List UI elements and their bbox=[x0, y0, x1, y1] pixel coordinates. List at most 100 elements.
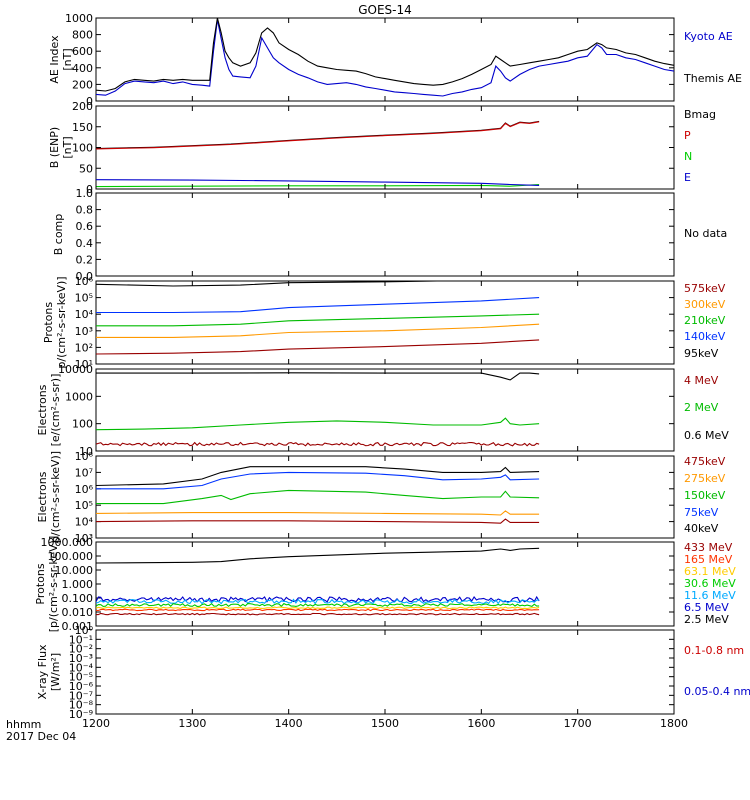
series-line-210kev bbox=[96, 313, 540, 327]
legend-entry: P bbox=[684, 129, 691, 142]
legend-entry: 140keV bbox=[684, 330, 726, 343]
y-tick-label: 10⁻¹ bbox=[69, 633, 93, 646]
y-axis-label: [nT] bbox=[61, 136, 74, 158]
y-tick-label: 150 bbox=[72, 121, 93, 134]
y-tick-label: 10⁵ bbox=[75, 499, 93, 512]
legend-entry: 75keV bbox=[684, 506, 719, 519]
series-line-433-mev bbox=[96, 612, 540, 616]
y-tick-label: 200 bbox=[72, 78, 93, 91]
legend-entry: No data bbox=[684, 227, 727, 240]
y-tick-label: 0.010 bbox=[62, 606, 94, 619]
y-tick-label: 10⁶ bbox=[75, 275, 94, 288]
y-tick-label: 10⁻⁵ bbox=[69, 671, 93, 684]
y-tick-label: 800 bbox=[72, 29, 93, 42]
plot-title: GOES-14 bbox=[358, 3, 412, 17]
series-line-275kev bbox=[96, 510, 540, 516]
y-tick-label: 10⁷ bbox=[75, 466, 93, 479]
y-axis-label: Electrons bbox=[36, 384, 49, 435]
time-unit-label: hhmm bbox=[6, 718, 41, 731]
y-tick-label: 10³ bbox=[75, 532, 93, 545]
y-tick-label: 100 bbox=[72, 418, 93, 431]
time-axis: 1200 1300 1400 1500 1600 1700 1800 bbox=[82, 717, 688, 730]
y-tick-label: 0.8 bbox=[76, 204, 94, 217]
y-tick-label: 50 bbox=[79, 162, 93, 175]
y-axis-label: Protons bbox=[42, 302, 55, 343]
y-tick-label: 400 bbox=[72, 62, 93, 75]
y-tick-label: 1.000 bbox=[62, 578, 94, 591]
legend-entry: 11.6 MeV bbox=[684, 589, 736, 602]
legend-entry: Kyoto AE bbox=[684, 30, 733, 43]
y-tick-label: 0.6 bbox=[76, 220, 94, 233]
series-line-40kev bbox=[96, 466, 540, 487]
y-axis-label: p/(cm²-s-sr-keV)] bbox=[49, 451, 62, 543]
y-tick-label: 10¹ bbox=[75, 358, 93, 371]
legend-entry: N bbox=[684, 150, 692, 163]
legend-entry: 6.5 MeV bbox=[684, 601, 729, 614]
legend-entry: 275keV bbox=[684, 472, 726, 485]
legend-entry: 2.5 MeV bbox=[684, 613, 729, 626]
y-tick-label: 10⁻³ bbox=[69, 652, 93, 665]
y-tick-label: 10⁻² bbox=[69, 643, 93, 656]
y-axis-label: [nT] bbox=[61, 48, 74, 70]
series-line-0-6-mev bbox=[96, 372, 540, 381]
x-tick-label: 1800 bbox=[660, 717, 688, 730]
legend-entry: 150keV bbox=[684, 489, 726, 502]
y-axis-label: Electrons bbox=[36, 471, 49, 522]
series-line-n bbox=[96, 183, 540, 188]
panel-electrons_low: 10³ 10⁴ 10⁵ 10⁶ 10⁷ 10⁸ Electrons p/(cm²-s-sr-k… bbox=[36, 450, 726, 545]
legend-entry: 40keV bbox=[684, 522, 719, 535]
legend-entry: 0.1-0.8 nm bbox=[684, 644, 744, 657]
series-line-2-mev bbox=[96, 417, 540, 431]
y-tick-label: 10⁴ bbox=[75, 516, 94, 529]
series-line-95kev bbox=[96, 281, 467, 287]
y-tick-label: 10⁻⁹ bbox=[69, 708, 93, 721]
y-tick-label: 0.4 bbox=[76, 237, 94, 250]
y-tick-label: 0 bbox=[86, 95, 93, 108]
series-line-p bbox=[96, 121, 540, 150]
y-tick-label: 10⁻⁸ bbox=[69, 699, 94, 712]
x-tick-label: 1200 bbox=[82, 717, 110, 730]
y-axis-label: X-ray Flux bbox=[36, 644, 49, 700]
legend-entry: 475keV bbox=[684, 455, 726, 468]
x-tick-label: 1300 bbox=[178, 717, 206, 730]
series-line-140kev bbox=[96, 297, 540, 314]
series-line-63-1-mev bbox=[96, 606, 540, 610]
panel-frame bbox=[95, 629, 675, 715]
panel-frame bbox=[95, 368, 675, 452]
y-tick-label: 10⁻⁷ bbox=[69, 689, 93, 702]
series-line-4-mev bbox=[96, 441, 540, 447]
series-line-e bbox=[96, 179, 540, 186]
series-line-30-6-mev bbox=[96, 602, 540, 608]
panel-bcomp: 0.0 0.2 0.4 0.6 0.8 1.0 B comp No data bbox=[52, 187, 727, 283]
y-tick-label: 10⁴ bbox=[75, 308, 94, 321]
y-tick-label: 10 bbox=[79, 445, 93, 458]
panel-frame bbox=[95, 17, 675, 102]
y-tick-label: 10⁵ bbox=[75, 292, 93, 305]
y-tick-label: 10³ bbox=[75, 325, 93, 338]
y-axis-label: B comp bbox=[52, 214, 65, 256]
panel-protons_low: 10¹ 10² 10³ 10⁴ 10⁵ 10⁶ Protons p/(cm²-s-sr-keV… bbox=[42, 275, 726, 371]
legend-entry: 0.6 MeV bbox=[684, 429, 729, 442]
y-axis-label: AE Index bbox=[48, 35, 61, 84]
series-line-75kev bbox=[96, 471, 540, 490]
x-tick-label: 1500 bbox=[371, 717, 399, 730]
y-tick-label: 1000 bbox=[65, 390, 93, 403]
series-line-kyoto-ae bbox=[96, 19, 674, 97]
legend-entry: 575keV bbox=[684, 282, 726, 295]
legend-entry: 30.6 MeV bbox=[684, 577, 736, 590]
legend-entry: Bmag bbox=[684, 108, 716, 121]
y-axis-label: B (ENP) bbox=[48, 127, 61, 168]
legend-entry: 63.1 MeV bbox=[684, 565, 736, 578]
series-line-6-5-mev bbox=[96, 595, 540, 603]
y-tick-label: 100.000 bbox=[48, 550, 94, 563]
y-axis-label: [W/m²] bbox=[49, 653, 62, 691]
y-tick-label: 1000 bbox=[65, 12, 93, 25]
y-tick-label: 10⁻⁴ bbox=[69, 661, 94, 674]
y-axis-label: [p/(cm²-s-sr-keV)] bbox=[47, 536, 60, 633]
series-line-475kev bbox=[96, 518, 540, 524]
y-tick-label: 10000 bbox=[58, 363, 93, 376]
panel-electrons_hi: 10 100 1000 10000 Electrons [e/(cm²-s-sr)] 4 M… bbox=[36, 363, 729, 458]
legend-entry: 4 MeV bbox=[684, 374, 719, 387]
